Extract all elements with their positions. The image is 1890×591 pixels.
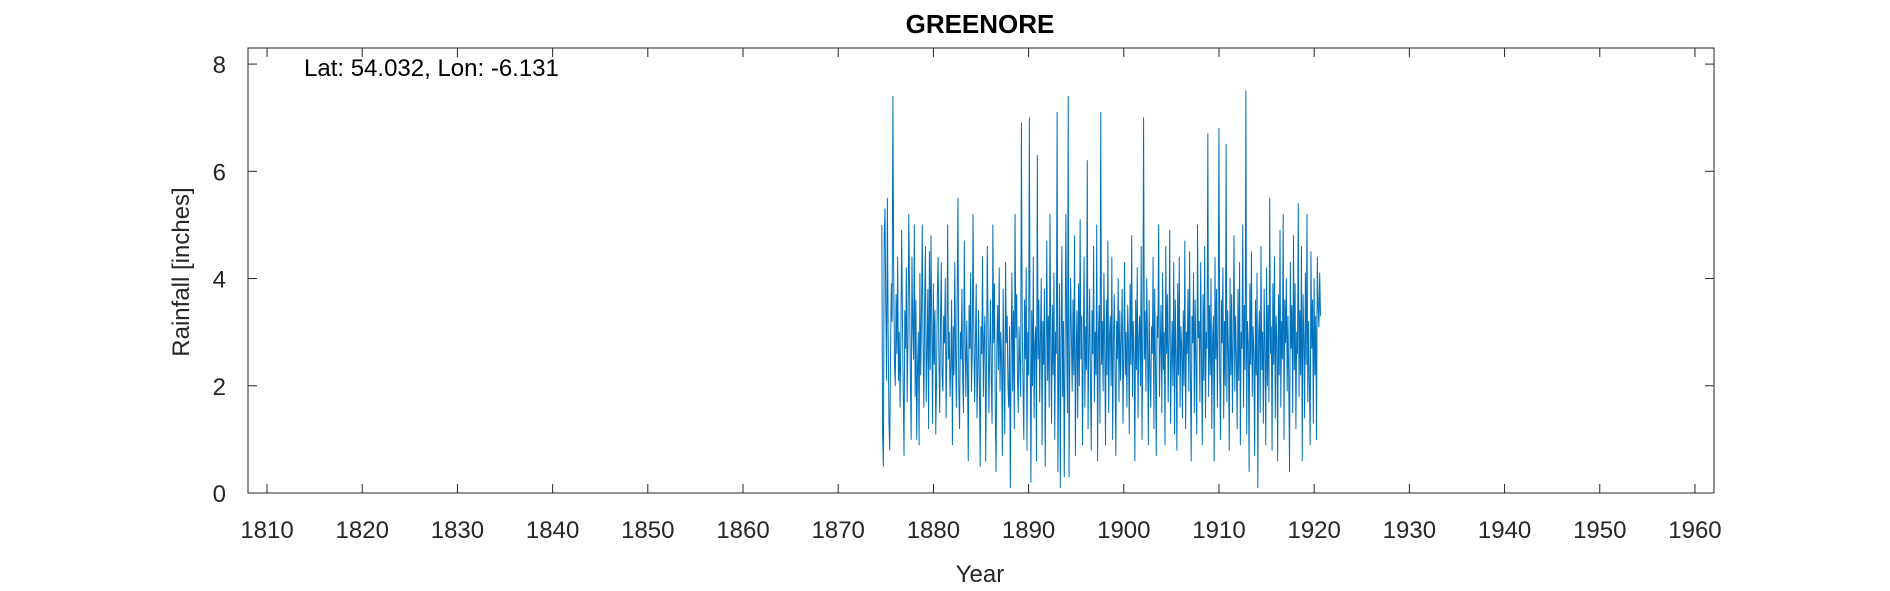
x-tick-labels: 1810 1820 1830 1840 1850 1860 1870 1880 1890 1900…	[240, 517, 1721, 544]
x-tick-label: 1930	[1383, 517, 1436, 544]
y-tick-label: 8	[213, 52, 226, 79]
y-tick-label: 4	[213, 267, 226, 294]
x-tick-label: 1880	[907, 517, 960, 544]
y-tick-label: 2	[213, 374, 226, 401]
rainfall-series-line	[881, 90, 1321, 489]
x-tick-label: 1900	[1097, 517, 1150, 544]
x-tick-label: 1950	[1573, 517, 1626, 544]
plot-area	[247, 47, 1715, 494]
y-tick-label: 0	[213, 481, 226, 508]
x-tick-label: 1960	[1668, 517, 1721, 544]
y-axis-label: Rainfall [inches]	[168, 187, 195, 356]
x-tick-label: 1890	[1002, 517, 1055, 544]
x-tick-label: 1830	[431, 517, 484, 544]
x-tick-label: 1840	[526, 517, 579, 544]
x-axis-label: Year	[956, 561, 1005, 588]
x-tick-label: 1870	[812, 517, 865, 544]
location-annotation: Lat: 54.032, Lon: -6.131	[304, 55, 559, 82]
x-tick-label: 1810	[240, 517, 293, 544]
x-tick-label: 1940	[1478, 517, 1531, 544]
x-tick-label: 1920	[1287, 517, 1340, 544]
axis-ticks	[248, 48, 1714, 494]
y-tick-labels: 0 2 4 6 8	[213, 52, 226, 508]
x-tick-label: 1910	[1192, 517, 1245, 544]
y-tick-label: 6	[213, 159, 226, 186]
x-tick-label: 1820	[336, 517, 389, 544]
chart-title: GREENORE	[906, 9, 1055, 39]
x-tick-label: 1860	[716, 517, 769, 544]
x-tick-label: 1850	[621, 517, 674, 544]
